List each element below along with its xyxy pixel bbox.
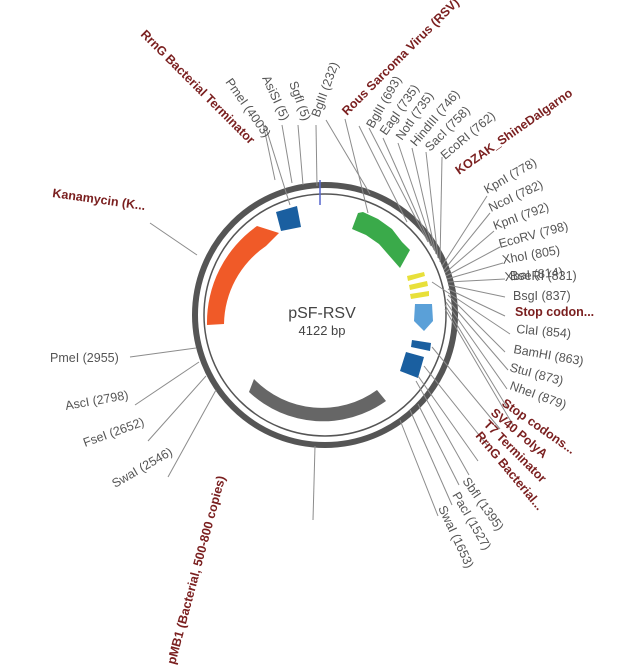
feature-pmb1-arc[interactable] [249, 379, 386, 422]
feature-stop-codons-block[interactable] [411, 340, 431, 351]
plasmid-size: 4122 bp [299, 323, 346, 338]
backbone-inner-ring [203, 193, 447, 437]
feature-stop-codon-marker-2[interactable] [410, 291, 429, 299]
site-swai-2546[interactable]: SwaI (2546) [110, 445, 175, 491]
site-pmei-2955[interactable]: PmeI (2955) [50, 351, 119, 365]
leader-lines [129, 118, 514, 521]
feature-orf-block[interactable] [414, 304, 433, 331]
site-asisi-5[interactable]: AsiSI (5) [259, 73, 292, 122]
site-asci-2798[interactable]: AscI (2798) [64, 388, 129, 413]
plasmid-name: pSF-RSV [288, 305, 356, 322]
feature-stop-codon-marker-1[interactable] [409, 281, 428, 290]
feature-sv40-block[interactable] [400, 352, 424, 378]
site-bglii-232[interactable]: BglII (232) [309, 60, 342, 119]
feature-kozak-marker[interactable] [407, 272, 425, 281]
label-kanamycin[interactable]: Kanamycin (K... [52, 186, 147, 213]
site-xbai-814[interactable]: XbaI (814) [504, 265, 563, 284]
site-bsgi-837-label[interactable]: BsgI (837) [513, 289, 571, 303]
feature-rsv-arrow[interactable] [352, 212, 410, 268]
site-clai-854[interactable]: ClaI (854) [516, 322, 572, 341]
label-stop-codon[interactable]: Stop codon... [515, 305, 594, 319]
feature-kanamycin-arrow[interactable] [206, 226, 279, 325]
site-bseri-831[interactable]: BseRI (831) [510, 269, 577, 283]
feature-rrng-terminator-block[interactable] [276, 206, 301, 231]
label-pmb1[interactable]: pMB1 (Bacterial, 500-800 copies) [164, 474, 228, 666]
site-fsei-2652[interactable]: FseI (2652) [81, 415, 146, 450]
